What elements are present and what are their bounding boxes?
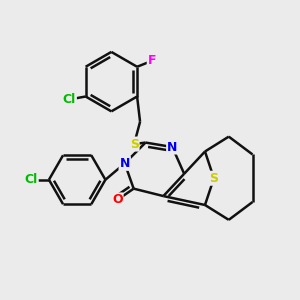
Text: N: N [167, 140, 178, 154]
Text: F: F [148, 54, 156, 67]
Text: O: O [112, 194, 123, 206]
Text: S: S [130, 138, 139, 151]
Text: N: N [119, 157, 130, 170]
Text: S: S [209, 172, 218, 185]
Text: Cl: Cl [25, 173, 38, 186]
Text: Cl: Cl [63, 93, 76, 106]
